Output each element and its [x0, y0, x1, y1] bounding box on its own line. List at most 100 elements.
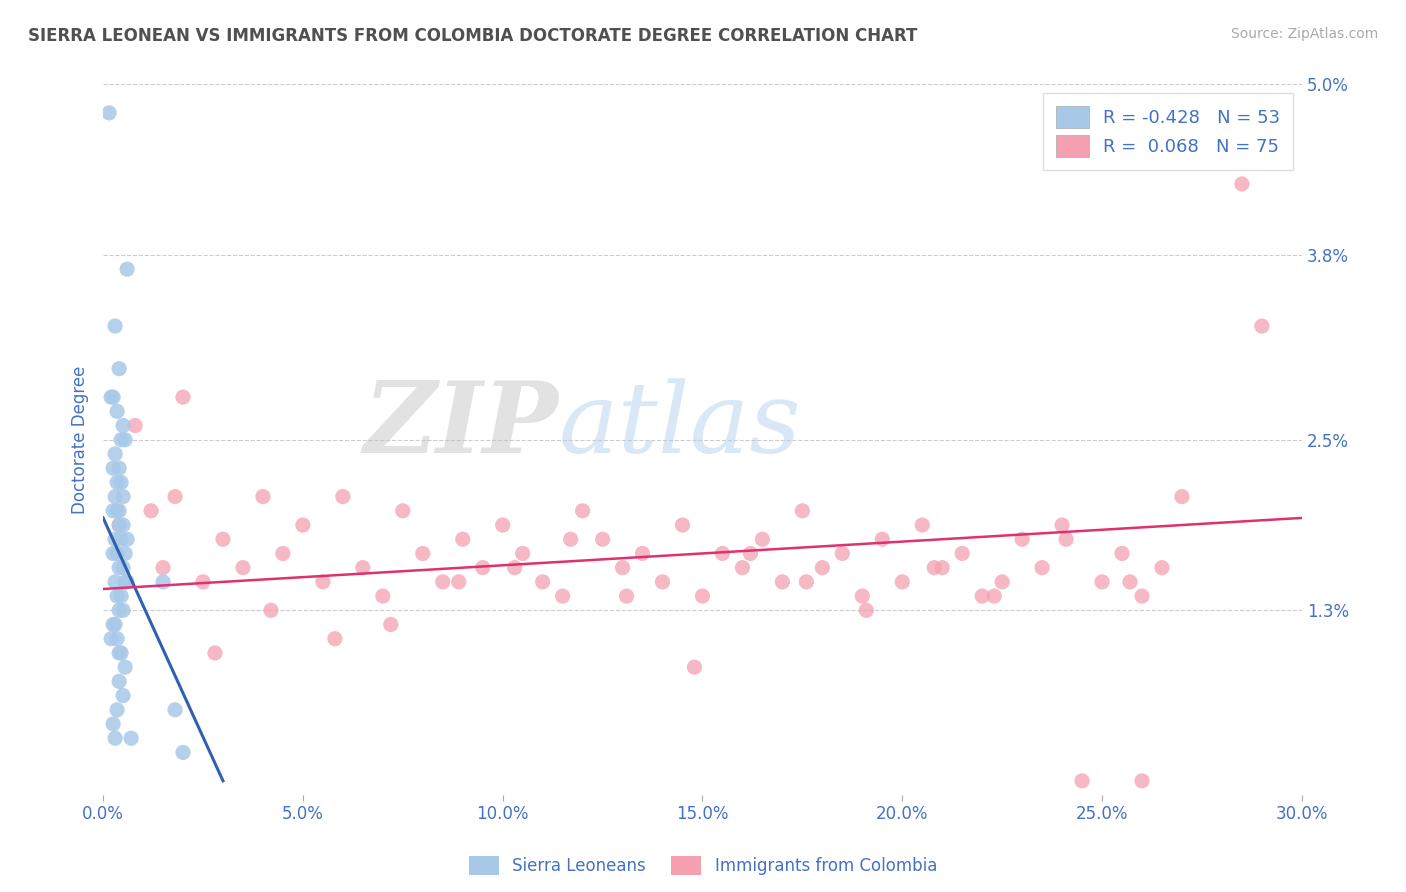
Point [204, 646, 226, 660]
Point [931, 560, 953, 574]
Point [110, 533, 132, 547]
Point [172, 746, 194, 760]
Point [108, 361, 131, 376]
Point [1031, 560, 1053, 574]
Point [100, 632, 122, 646]
Point [651, 574, 673, 589]
Point [114, 546, 136, 560]
Point [104, 490, 127, 504]
Point [191, 574, 214, 589]
Point [232, 560, 254, 574]
Point [105, 632, 128, 646]
Text: atlas: atlas [558, 378, 801, 473]
Point [260, 603, 283, 617]
Point [551, 589, 574, 603]
Point [432, 574, 454, 589]
Point [115, 533, 138, 547]
Point [114, 574, 136, 589]
Point [492, 518, 515, 533]
Point [692, 589, 714, 603]
Point [139, 504, 162, 518]
Point [950, 546, 973, 560]
Point [1150, 560, 1173, 574]
Point [391, 504, 413, 518]
Point [1071, 773, 1094, 788]
Point [770, 574, 793, 589]
Point [911, 518, 934, 533]
Point [100, 390, 122, 404]
Point [101, 717, 124, 731]
Point [172, 390, 194, 404]
Point [120, 731, 142, 746]
Text: ZIP: ZIP [364, 377, 558, 474]
Point [612, 560, 634, 574]
Point [101, 617, 124, 632]
Point [110, 475, 132, 490]
Point [105, 589, 128, 603]
Point [108, 603, 131, 617]
Point [108, 674, 131, 689]
Point [512, 546, 534, 560]
Legend: Sierra Leoneans, Immigrants from Colombia: Sierra Leoneans, Immigrants from Colombi… [461, 847, 945, 884]
Point [110, 433, 132, 447]
Point [1011, 533, 1033, 547]
Point [110, 589, 132, 603]
Point [114, 433, 136, 447]
Point [503, 560, 526, 574]
Point [891, 574, 914, 589]
Point [104, 617, 127, 632]
Point [972, 589, 994, 603]
Point [412, 546, 434, 560]
Point [291, 518, 314, 533]
Point [108, 518, 131, 533]
Point [332, 490, 354, 504]
Point [711, 546, 734, 560]
Point [323, 632, 346, 646]
Point [1054, 533, 1077, 547]
Point [451, 533, 474, 547]
Point [115, 262, 138, 277]
Point [751, 533, 773, 547]
Point [114, 660, 136, 674]
Point [831, 546, 853, 560]
Point [531, 574, 554, 589]
Point [1050, 518, 1073, 533]
Point [1130, 773, 1153, 788]
Point [792, 504, 814, 518]
Point [165, 703, 187, 717]
Point [1119, 574, 1142, 589]
Point [112, 418, 135, 433]
Point [105, 504, 128, 518]
Point [1230, 177, 1253, 191]
Legend: R = -0.428   N = 53, R =  0.068   N = 75: R = -0.428 N = 53, R = 0.068 N = 75 [1043, 94, 1292, 170]
Text: Source: ZipAtlas.com: Source: ZipAtlas.com [1230, 27, 1378, 41]
Point [108, 461, 131, 475]
Point [1091, 574, 1114, 589]
Point [105, 475, 128, 490]
Point [124, 418, 146, 433]
Point [983, 589, 1005, 603]
Point [112, 689, 135, 703]
Point [616, 589, 638, 603]
Point [108, 560, 131, 574]
Point [152, 560, 174, 574]
Point [112, 560, 135, 574]
Point [212, 533, 235, 547]
Point [671, 518, 693, 533]
Point [105, 703, 128, 717]
Point [1171, 490, 1194, 504]
Point [115, 574, 138, 589]
Point [447, 574, 470, 589]
Point [108, 504, 131, 518]
Point [101, 546, 124, 560]
Point [851, 589, 873, 603]
Point [731, 560, 754, 574]
Point [112, 490, 135, 504]
Point [104, 731, 127, 746]
Point [471, 560, 494, 574]
Point [108, 646, 131, 660]
Point [104, 447, 127, 461]
Point [922, 560, 945, 574]
Point [108, 518, 131, 533]
Point [631, 546, 654, 560]
